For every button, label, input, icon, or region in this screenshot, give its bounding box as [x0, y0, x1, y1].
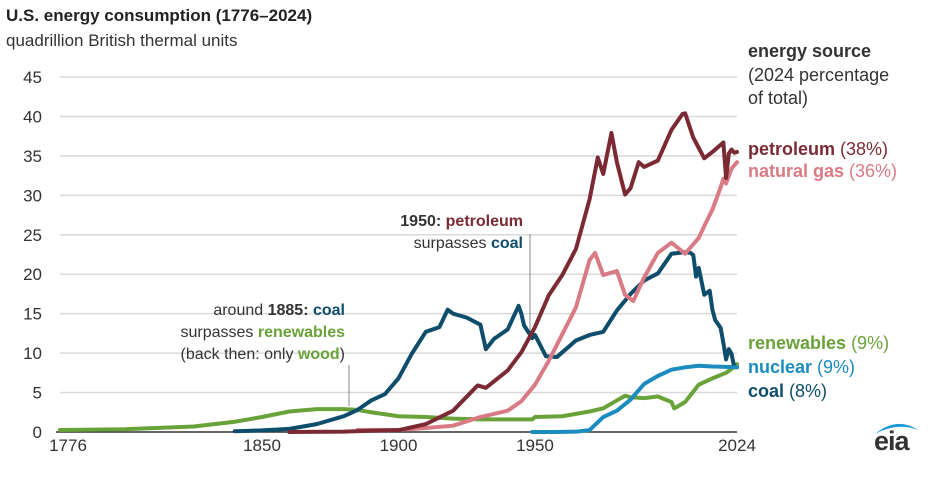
- annotation-1950: 1950: petroleum surpasses coal: [400, 211, 523, 255]
- ann-text: surpasses: [180, 324, 254, 341]
- series-line-nuclear: [530, 363, 739, 434]
- y-tick-label: 5: [33, 384, 42, 403]
- series-line-coal: [232, 250, 739, 434]
- ann-text: ): [339, 346, 345, 363]
- chart-title: U.S. energy consumption (1776–2024): [6, 6, 313, 25]
- y-tick-label: 30: [23, 186, 42, 205]
- legend-item-nuclear: nuclear (9%): [748, 357, 855, 378]
- y-tick-label: 40: [23, 107, 42, 126]
- legend-label: nuclear: [748, 357, 813, 377]
- series-line-petroleum: [287, 111, 739, 434]
- ann-petroleum: petroleum: [445, 213, 523, 230]
- x-tick-label: 1850: [243, 436, 281, 455]
- legend-item-renewables: renewables (9%): [748, 333, 889, 354]
- eia-logo: eia: [872, 418, 922, 458]
- legend-item-petroleum: petroleum (38%): [748, 139, 888, 160]
- ann-renewables: renewables: [257, 324, 345, 341]
- ann-text: around: [213, 302, 264, 319]
- legend-note-1: (2024 percentage: [748, 65, 890, 85]
- legend-label: coal: [748, 381, 785, 401]
- ann-wood: wood: [297, 346, 340, 363]
- legend-note-2: of total): [748, 88, 809, 108]
- ann-year: 1950:: [400, 213, 442, 230]
- legend-label: renewables: [748, 333, 847, 353]
- legend-percent: (8%): [784, 381, 828, 401]
- legend-label: natural gas: [748, 161, 845, 181]
- series-line-natural-gas: [355, 160, 739, 433]
- ann-text: (back then: only: [180, 346, 294, 363]
- ann-year: 1885:: [267, 302, 309, 319]
- y-tick-label: 10: [23, 344, 42, 363]
- ann-coal: coal: [312, 302, 345, 319]
- x-tick-label: 1900: [380, 436, 418, 455]
- y-tick-label: 45: [23, 68, 42, 87]
- series-line-renewables: [58, 362, 739, 433]
- y-tick-label: 0: [33, 423, 42, 442]
- y-tick-label: 35: [23, 147, 42, 166]
- y-tick-label: 25: [23, 226, 42, 245]
- y-tick-label: 20: [23, 265, 42, 284]
- x-tick-label: 2024: [718, 436, 756, 455]
- y-tick-label: 15: [23, 305, 42, 324]
- x-tick-label: 1950: [516, 436, 554, 455]
- annotation-1885: around 1885: coal surpasses renewables (…: [180, 300, 345, 366]
- legend-item-natural-gas: natural gas (36%): [748, 161, 897, 182]
- legend-item-coal: coal (8%): [748, 381, 827, 402]
- legend-label: petroleum: [748, 139, 836, 159]
- chart-subtitle: quadrillion British thermal units: [6, 31, 238, 50]
- ann-text: surpasses: [413, 235, 487, 252]
- legend-percent: (36%): [844, 161, 898, 181]
- legend-percent: (9%): [846, 333, 890, 353]
- legend-heading: energy source: [748, 41, 872, 61]
- x-tick-label: 1776: [49, 436, 87, 455]
- ann-coal: coal: [490, 235, 523, 252]
- legend-percent: (38%): [835, 139, 889, 159]
- legend-percent: (9%): [812, 357, 856, 377]
